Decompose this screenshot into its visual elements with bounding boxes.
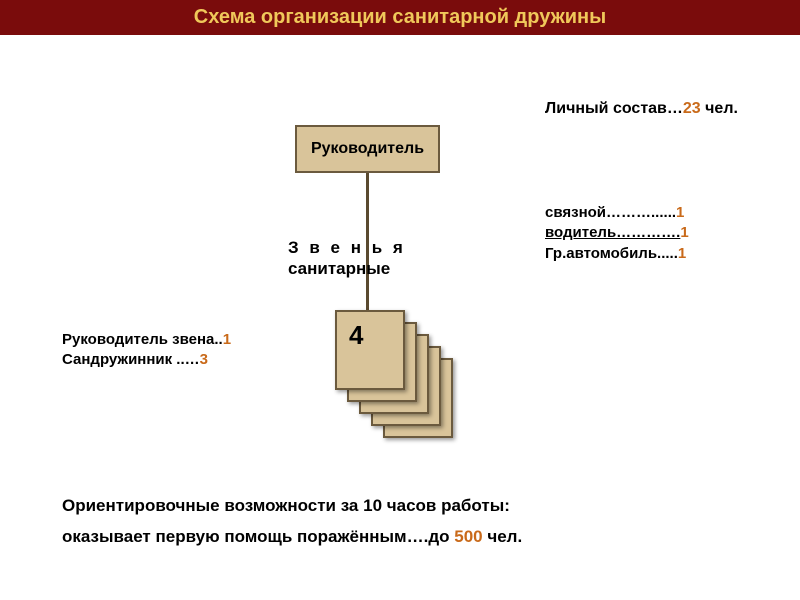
page-title: Схема организации санитарной дружины xyxy=(194,6,606,28)
units-stack: 4 xyxy=(335,310,405,390)
left-list-item: Сандружинник ..…3 xyxy=(62,350,231,370)
side-list-item: связной………......1 xyxy=(545,203,689,223)
side-list-item: Гр.автомобиль.....1 xyxy=(545,244,689,264)
personnel-total: Личный состав…23 чел. xyxy=(545,100,738,118)
leader-node: Руководитель xyxy=(295,125,440,173)
left-list: Руководитель звена..1Сандружинник ..…3 xyxy=(62,330,231,371)
units-subhead: З в е н ь я санитарные xyxy=(288,237,406,280)
left-list-item: Руководитель звена..1 xyxy=(62,330,231,350)
title-bar: Схема организации санитарной дружины xyxy=(0,0,800,35)
footer-capabilities: Ориентировочные возможности за 10 часов … xyxy=(62,490,522,553)
side-list-item: водитель………….1 xyxy=(545,223,689,243)
side-list: связной………......1водитель………….1Гр.автомо… xyxy=(545,203,689,264)
stack-card-front: 4 xyxy=(335,310,405,390)
